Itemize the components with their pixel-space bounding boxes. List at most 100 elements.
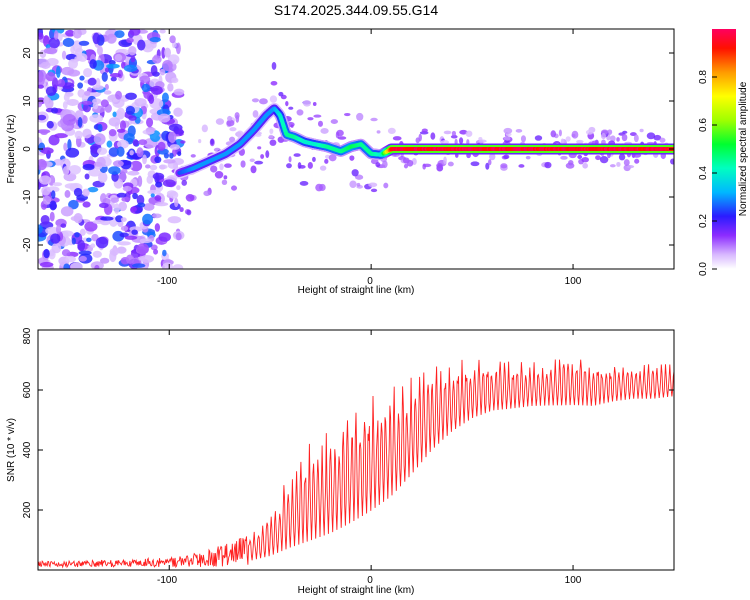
heatmap-noise-blob	[38, 99, 43, 108]
heatmap-ridge-halo	[351, 169, 359, 177]
heatmap-noise-blob	[155, 181, 163, 188]
heatmap-noise-blob	[168, 131, 177, 143]
heatmap-noise-blob	[172, 264, 184, 269]
heatmap-noise-blob	[161, 92, 169, 103]
heatmap-noise-blob	[116, 192, 127, 198]
heatmap-ridge-halo	[601, 133, 607, 140]
heatmap-noise-blob	[123, 160, 132, 166]
heatmap-noise-blob	[117, 241, 131, 246]
snr-xtick-label: 0	[367, 575, 373, 586]
heatmap-noise-blob	[130, 55, 136, 63]
heatmap-noise-blob	[174, 197, 179, 208]
heatmap-ridge-halo	[178, 128, 184, 136]
heatmap-noise-blob	[87, 186, 99, 193]
heatmap-ridge-halo	[349, 180, 357, 188]
heatmap-ridge-halo	[515, 128, 523, 133]
snr-ylabel: SNR (10 * v/v)	[6, 418, 17, 482]
heatmap-ridge-halo	[180, 140, 186, 144]
heatmap-ridge-halo	[254, 160, 264, 165]
figure-title: S174.2025.344.09.55.G14	[274, 2, 438, 18]
heatmap-ridge-halo	[558, 129, 562, 137]
heatmap-noise-blob	[99, 257, 110, 264]
heatmap-noise-blob	[60, 206, 74, 217]
heatmap-ridge-halo	[227, 115, 233, 122]
heatmap-noise-blob	[171, 158, 184, 166]
heatmap-noise-blob	[112, 160, 124, 168]
heatmap-noise-blob	[117, 139, 129, 149]
heatmap-noise-blob	[92, 250, 102, 258]
heatmap-noise-blob	[62, 101, 68, 110]
snr-xtick-label: 100	[565, 575, 582, 586]
snr-ytick-label: 200	[22, 501, 33, 518]
heatmap-noise-blob	[92, 32, 101, 45]
heatmap-noise-blob	[159, 68, 166, 76]
spectrogram-ytick-label: -10	[22, 189, 33, 204]
heatmap-ridge-halo	[560, 155, 568, 160]
heatmap-noise-blob	[51, 242, 62, 254]
heatmap-ridge-halo	[609, 164, 616, 168]
heatmap-noise-blob	[120, 225, 129, 231]
heatmap-noise-blob	[84, 173, 90, 180]
colorbar-label: Normalized spectral amplitude	[738, 81, 749, 216]
heatmap-ridge-halo	[520, 135, 526, 143]
heatmap-noise-blob	[65, 147, 80, 158]
heatmap-noise-blob	[121, 61, 126, 69]
heatmap-noise-blob	[87, 77, 97, 86]
heatmap-noise-blob	[61, 50, 67, 60]
heatmap-ridge-halo	[269, 95, 278, 103]
heatmap-ridge-halo	[307, 161, 313, 169]
heatmap-noise-blob	[106, 63, 120, 69]
heatmap-noise-blob	[131, 229, 138, 235]
colorbar-gradient	[712, 29, 736, 269]
heatmap-noise-blob	[39, 261, 54, 268]
heatmap-noise-blob	[66, 98, 79, 106]
heatmap-ridge-halo	[368, 182, 378, 188]
heatmap-ridge-halo	[317, 120, 323, 127]
heatmap-ridge-halo	[443, 156, 447, 165]
heatmap-noise-blob	[65, 29, 75, 37]
heatmap-noise-blob	[120, 217, 127, 222]
snr-panel: -100 0 100 800 600 400 200 Height of str…	[6, 327, 675, 596]
heatmap-noise-blob	[152, 172, 165, 181]
heatmap-ridge-halo	[436, 163, 443, 169]
heatmap-noise-blob	[70, 262, 83, 269]
heatmap-noise-blob	[55, 65, 61, 78]
heatmap-ridge-halo	[595, 155, 601, 161]
heatmap-noise-blob	[120, 168, 128, 175]
heatmap-noise-blob	[45, 71, 56, 82]
heatmap-noise-blob	[129, 160, 143, 172]
heatmap-ridge-halo	[249, 158, 255, 163]
heatmap-noise-blob	[157, 113, 171, 123]
heatmap-ridge-halo	[269, 139, 277, 146]
heatmap-noise-blob	[150, 193, 155, 198]
heatmap-noise-blob	[74, 232, 80, 238]
heatmap-ridge-halo	[210, 138, 214, 145]
heatmap-ridge-halo	[544, 161, 552, 169]
heatmap-ridge-halo	[503, 127, 513, 134]
heatmap-noise-blob	[118, 201, 128, 212]
heatmap-noise-blob	[109, 73, 122, 78]
heatmap-noise-blob	[129, 29, 141, 36]
heatmap-ridge-halo	[252, 110, 259, 118]
heatmap-noise-blob	[123, 132, 135, 143]
colorbar-tick-label: 0.0	[698, 262, 709, 276]
heatmap-noise-blob	[142, 213, 153, 225]
heatmap-noise-blob	[84, 221, 98, 232]
heatmap-noise-blob	[142, 154, 147, 165]
heatmap-ridge-halo	[440, 139, 450, 145]
heatmap-noise-blob	[164, 47, 171, 58]
heatmap-noise-blob	[112, 111, 117, 118]
heatmap-ridge-halo	[387, 127, 396, 134]
spectrogram-ytick-label: 20	[22, 47, 33, 59]
heatmap-noise-blob	[100, 99, 109, 108]
heatmap-ridge-halo	[260, 154, 265, 159]
heatmap-noise-blob	[124, 235, 138, 240]
heatmap-noise-blob	[119, 232, 129, 238]
heatmap-ridge-halo	[324, 158, 329, 164]
heatmap-noise-blob	[90, 243, 96, 249]
heatmap-ridge-halo	[330, 119, 339, 124]
heatmap-noise-blob	[145, 127, 156, 133]
heatmap-noise-blob	[136, 243, 149, 255]
heatmap-noise-blob	[153, 248, 159, 255]
heatmap-ridge-halo	[503, 154, 510, 159]
